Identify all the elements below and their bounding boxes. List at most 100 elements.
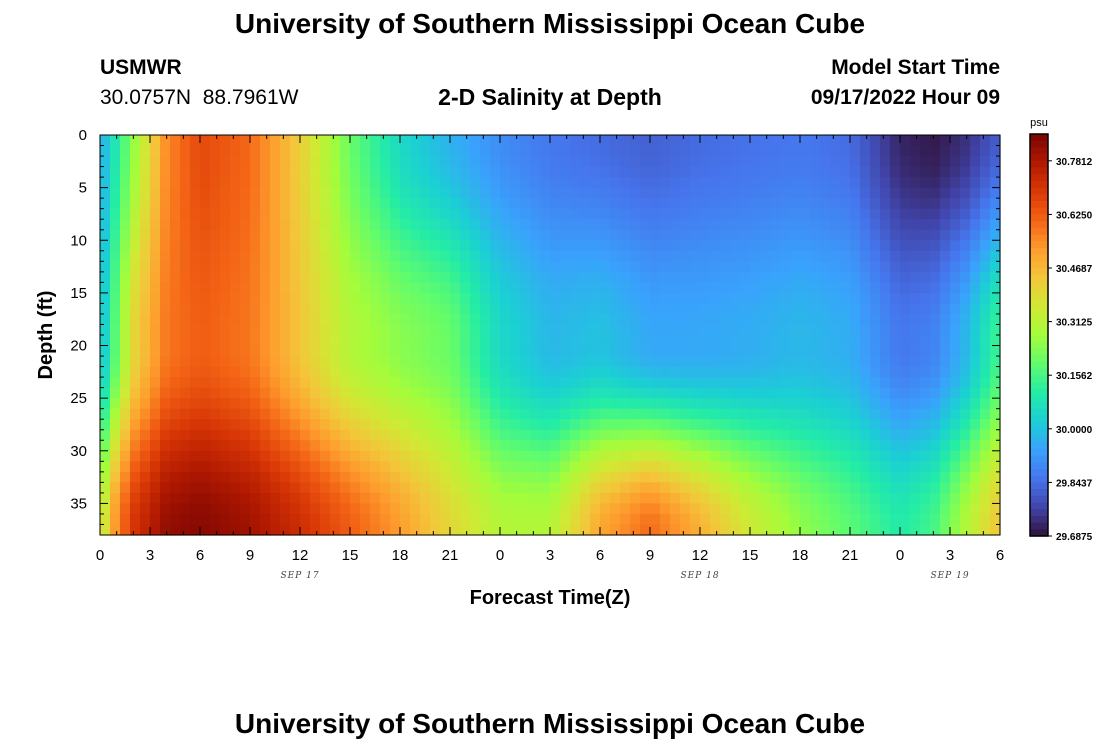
heatmap-cell <box>590 303 601 315</box>
heatmap-cell <box>980 219 991 231</box>
heatmap-cell <box>810 208 821 220</box>
heatmap-cell <box>290 187 301 199</box>
heatmap-cell <box>720 187 731 199</box>
heatmap-cell <box>870 408 881 420</box>
heatmap-cell <box>430 335 441 347</box>
heatmap-cell <box>330 313 341 326</box>
heatmap-cell <box>270 292 281 305</box>
heatmap-cell <box>600 482 611 494</box>
heatmap-cell <box>770 419 781 431</box>
heatmap-cell <box>210 240 221 252</box>
heatmap-cell <box>470 135 481 147</box>
heatmap-cell <box>970 198 981 210</box>
heatmap-cell <box>480 271 491 283</box>
heatmap-cell <box>660 219 671 231</box>
heatmap-cell <box>720 292 731 305</box>
heatmap-cell <box>810 145 821 157</box>
heatmap-cell <box>290 429 301 441</box>
heatmap-cell <box>310 156 321 168</box>
heatmap-cell <box>480 419 491 431</box>
heatmap-cell <box>120 524 131 536</box>
heatmap-cell <box>300 524 311 536</box>
heatmap-cell <box>490 240 501 252</box>
heatmap-cell <box>430 135 441 147</box>
heatmap-cell <box>360 229 371 241</box>
heatmap-cell <box>950 145 961 157</box>
heatmap-cell <box>530 377 541 389</box>
heatmap-cell <box>630 166 641 178</box>
colorbar-swatch <box>1030 348 1048 356</box>
heatmap-cell <box>530 198 541 210</box>
heatmap-cell <box>310 345 321 357</box>
heatmap-cell <box>930 492 941 505</box>
heatmap-cell <box>970 303 981 315</box>
heatmap-cell <box>970 145 981 157</box>
heatmap-cell <box>700 335 711 347</box>
heatmap-cell <box>340 219 351 231</box>
heatmap-cell <box>370 503 381 515</box>
heatmap-cell <box>390 429 401 441</box>
heatmap-cell <box>700 219 711 231</box>
heatmap-cell <box>560 261 571 273</box>
heatmap-cell <box>830 461 841 473</box>
heatmap-cell <box>620 250 631 262</box>
heatmap-cell <box>400 492 411 505</box>
heatmap-cell <box>420 482 431 494</box>
heatmap-cell <box>940 282 951 294</box>
heatmap-cell <box>350 177 361 189</box>
heatmap-cell <box>990 461 1001 473</box>
heatmap-cell <box>900 398 911 410</box>
heatmap-cell <box>970 229 981 241</box>
heatmap-cell <box>580 324 591 336</box>
heatmap-cell <box>870 366 881 378</box>
heatmap-cell <box>200 366 211 378</box>
heatmap-cell <box>370 482 381 494</box>
heatmap-cell <box>220 292 231 305</box>
heatmap-cell <box>780 313 791 326</box>
heatmap-cell <box>790 366 801 378</box>
heatmap-cell <box>960 471 971 483</box>
heatmap-cell <box>580 313 591 326</box>
heatmap-cell <box>300 345 311 357</box>
heatmap-cell <box>300 198 311 210</box>
heatmap-cell <box>480 250 491 262</box>
heatmap-cell <box>320 482 331 494</box>
heatmap-cell <box>540 398 551 410</box>
heatmap-cell <box>530 187 541 199</box>
heatmap-cell <box>540 166 551 178</box>
heatmap-cell <box>620 366 631 378</box>
heatmap-cell <box>380 261 391 273</box>
heatmap-cell <box>490 461 501 473</box>
heatmap-cell <box>560 250 571 262</box>
heatmap-cell <box>830 356 841 368</box>
heatmap-cell <box>230 261 241 273</box>
heatmap-cell <box>250 292 261 305</box>
heatmap-cell <box>990 187 1001 199</box>
heatmap-cell <box>860 419 871 431</box>
heatmap-cell <box>470 366 481 378</box>
heatmap-cell <box>370 292 381 305</box>
heatmap-cell <box>100 135 111 147</box>
heatmap-cell <box>850 419 861 431</box>
heatmap-cell <box>320 387 331 399</box>
heatmap-cell <box>580 377 591 389</box>
heatmap-cell <box>320 229 331 241</box>
heatmap-cell <box>550 377 561 389</box>
heatmap-cell <box>120 335 131 347</box>
heatmap-cell <box>630 335 641 347</box>
heatmap-cell <box>140 282 151 294</box>
heatmap-cell <box>940 335 951 347</box>
heatmap-cell <box>460 513 471 526</box>
heatmap-cell <box>710 166 721 178</box>
heatmap-cell <box>820 166 831 178</box>
heatmap-cell <box>730 503 741 515</box>
heatmap-cell <box>810 135 821 147</box>
heatmap-cell <box>700 292 711 305</box>
heatmap-cell <box>860 240 871 252</box>
heatmap-cell <box>780 471 791 483</box>
heatmap-cell <box>510 482 521 494</box>
heatmap-cell <box>310 282 321 294</box>
heatmap-cell <box>500 524 511 536</box>
heatmap-cell <box>410 429 421 441</box>
heatmap-cell <box>660 482 671 494</box>
